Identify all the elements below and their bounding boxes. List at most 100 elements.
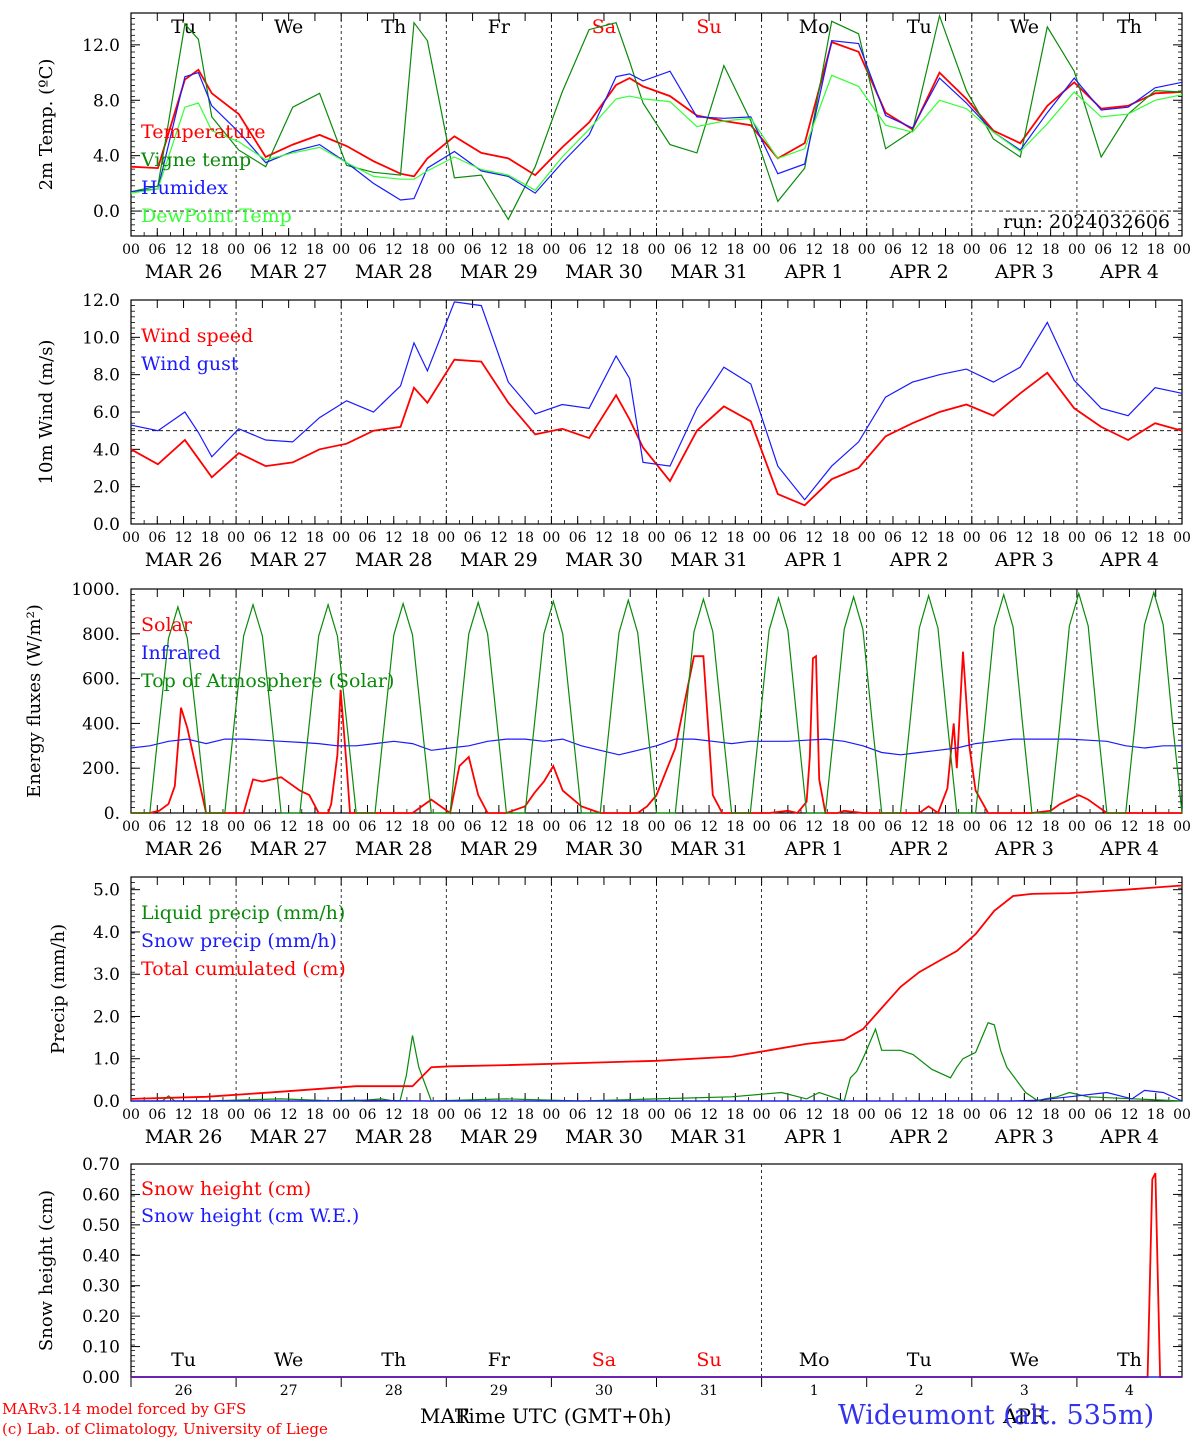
series-line-vigne-temp	[130, 13, 1183, 221]
series-line-temperature	[130, 40, 1183, 178]
hour-tick-label: 06	[1094, 242, 1112, 258]
y-axis-label: 2m Temp. (ºC)	[36, 59, 57, 191]
panel-4: 0.0 1.0 2.0 3.0 4.0 5.0 Precip (mm/h) 00 06 12 18 M…	[48, 876, 1191, 1148]
hour-tick-label: 06	[989, 530, 1007, 546]
hour-tick-label: 18	[832, 530, 850, 546]
hour-tick-label: 18	[516, 530, 534, 546]
hour-tick-label: 00	[1068, 530, 1086, 546]
hour-tick-label: 18	[832, 1107, 850, 1123]
hour-tick-label: 00	[122, 530, 140, 546]
hour-tick-label: 06	[464, 242, 482, 258]
y-axis-label: Precip (mm/h)	[48, 924, 69, 1054]
hour-tick-label: 12	[1015, 1107, 1033, 1123]
hour-tick-label: 00	[858, 242, 876, 258]
panel-3: 0. 200. 400. 600. 800. 1000. Energy fluxes (W/…	[24, 580, 1191, 860]
hour-tick-label: 18	[516, 242, 534, 258]
hour-tick-label: 00	[122, 1107, 140, 1123]
day-number-label: 3	[1020, 1383, 1029, 1399]
weekday-label: Th	[381, 16, 406, 38]
series-line-total-cumulated-cm	[130, 884, 1183, 1100]
hour-tick-label: 18	[1147, 242, 1165, 258]
weekday-label: Tu	[907, 1349, 932, 1371]
date-label: MAR 29	[460, 838, 538, 860]
y-tick-label: 0.30	[82, 1277, 120, 1297]
hour-tick-label: 00	[1068, 1107, 1086, 1123]
hour-tick-label: 18	[411, 530, 429, 546]
hour-tick-label: 18	[201, 242, 219, 258]
hour-tick-label: 00	[1068, 819, 1086, 835]
y-tick-label: 0.70	[82, 1155, 120, 1175]
date-label: MAR 30	[565, 1126, 643, 1148]
hour-tick-label: 06	[1094, 530, 1112, 546]
hour-tick-label: 18	[937, 242, 955, 258]
series-line-infrared	[130, 738, 1182, 756]
hour-tick-label: 12	[175, 1107, 193, 1123]
hour-tick-label: 06	[779, 530, 797, 546]
hour-tick-label: 18	[726, 1107, 744, 1123]
day-number-label: 27	[280, 1383, 298, 1399]
date-label: MAR 26	[145, 1126, 223, 1148]
date-label: APR 3	[994, 1126, 1054, 1148]
date-label: APR 2	[889, 1126, 949, 1148]
hour-tick-label: 06	[359, 819, 377, 835]
date-label: APR 3	[994, 549, 1054, 571]
y-tick-label: 0.0	[93, 1092, 120, 1112]
y-tick-label: 1000.	[71, 580, 120, 600]
hour-tick-label: 18	[726, 530, 744, 546]
date-label: APR 1	[784, 261, 844, 283]
hour-tick-label: 18	[411, 1107, 429, 1123]
y-axis-label: 10m Wind (m/s)	[36, 340, 57, 485]
plot-frame	[130, 299, 1183, 525]
date-label: MAR 30	[565, 549, 643, 571]
hour-tick-label: 06	[359, 530, 377, 546]
hour-tick-label: 00	[753, 530, 771, 546]
date-label: MAR 30	[565, 838, 643, 860]
y-tick-label: 0.0	[93, 515, 120, 535]
y-tick-label: 12.0	[82, 291, 120, 311]
hour-tick-label: 06	[253, 530, 271, 546]
day-number-label: 2	[915, 1383, 924, 1399]
y-tick-label: 10.0	[82, 328, 120, 348]
day-number-label: 26	[175, 1383, 193, 1399]
date-label: MAR 26	[145, 838, 223, 860]
weekday-label: Su	[696, 16, 721, 38]
y-tick-label: 4.0	[93, 440, 120, 460]
date-label: MAR 28	[355, 1126, 433, 1148]
legend-entry: DewPoint Temp	[141, 205, 292, 227]
series-line-solar	[131, 651, 1182, 815]
legend-entry: Temperature	[141, 121, 265, 143]
date-label: APR 4	[1099, 261, 1159, 283]
hour-tick-label: 00	[227, 1107, 245, 1123]
hour-tick-label: 12	[385, 530, 403, 546]
panel-5: 0.00 0.10 0.20 0.30 0.40 0.50 0.60 0.70 Snow hei…	[36, 1155, 1183, 1399]
hour-tick-label: 06	[884, 530, 902, 546]
series-line-wind-speed	[130, 358, 1183, 507]
hour-tick-label: 18	[937, 819, 955, 835]
date-label: MAR 31	[670, 549, 748, 571]
hour-tick-label: 00	[542, 530, 560, 546]
weekday-label: We	[1010, 1349, 1039, 1371]
hour-tick-label: 06	[1094, 819, 1112, 835]
hour-tick-label: 06	[989, 242, 1007, 258]
hour-tick-label: 06	[464, 530, 482, 546]
hour-tick-label: 06	[779, 1107, 797, 1123]
y-tick-label: 12.0	[82, 36, 120, 56]
hour-tick-label: 00	[437, 819, 455, 835]
hour-tick-label: 12	[1121, 1107, 1139, 1123]
hour-tick-label: 00	[963, 530, 981, 546]
date-label: APR 2	[889, 261, 949, 283]
hour-tick-label: 18	[1042, 1107, 1060, 1123]
legend-entry: Snow height (cm W.E.)	[141, 1205, 359, 1227]
hour-tick-label: 18	[306, 530, 324, 546]
day-number-label: 1	[810, 1383, 819, 1399]
y-tick-label: 4.0	[93, 923, 120, 943]
weekday-label: Su	[696, 1349, 721, 1371]
hour-tick-label: 12	[805, 242, 823, 258]
hour-tick-label: 06	[253, 1107, 271, 1123]
hour-tick-label: 18	[306, 819, 324, 835]
month-label-apr: APR	[1003, 1404, 1046, 1428]
hour-tick-label: 12	[910, 1107, 928, 1123]
weekday-label: Tu	[171, 1349, 196, 1371]
hour-tick-label: 06	[674, 819, 692, 835]
hour-tick-label: 06	[148, 1107, 166, 1123]
